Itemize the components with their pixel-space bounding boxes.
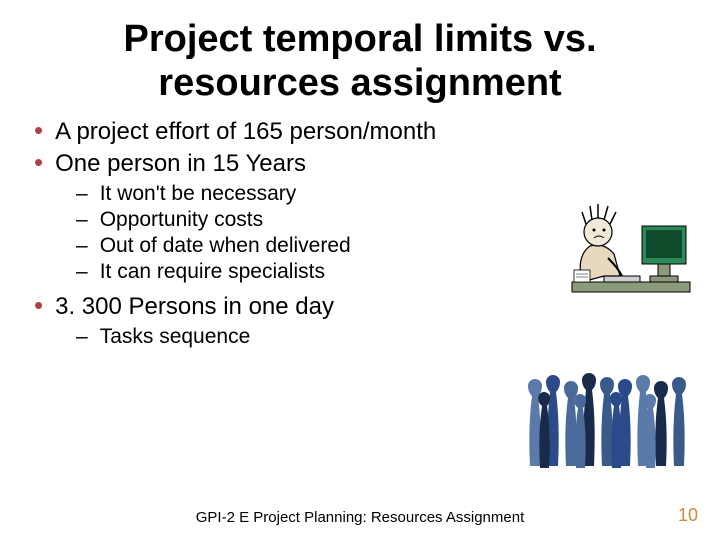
bullet-dot-icon: •	[34, 117, 43, 143]
bullet-3-text: 3. 300 Persons in one day	[55, 293, 334, 321]
dash-icon: –	[76, 260, 88, 284]
bullet-2-text: One person in 15 Years	[55, 150, 306, 178]
sub-text: Tasks sequence	[100, 325, 251, 349]
sub-text: Opportunity costs	[100, 208, 263, 232]
dash-icon: –	[76, 234, 88, 258]
slide-container: Project temporal limits vs. resources as…	[0, 0, 720, 540]
clipart-crowd-icon	[520, 356, 700, 476]
bullet-3-sublist: –Tasks sequence	[76, 325, 692, 349]
sub-item: –Tasks sequence	[76, 325, 692, 349]
bullet-dot-icon: •	[34, 292, 43, 318]
bullet-2: • One person in 15 Years	[34, 149, 692, 178]
dash-icon: –	[76, 182, 88, 206]
slide-footer: GPI-2 E Project Planning: Resources Assi…	[0, 509, 720, 526]
bullet-1: • A project effort of 165 person/month	[34, 117, 692, 146]
bullet-1-text: A project effort of 165 person/month	[55, 118, 436, 146]
bullet-dot-icon: •	[34, 149, 43, 175]
sub-text: Out of date when delivered	[100, 234, 351, 258]
slide-title: Project temporal limits vs. resources as…	[28, 18, 692, 105]
dash-icon: –	[76, 208, 88, 232]
page-number: 10	[678, 505, 698, 526]
sub-text: It can require specialists	[100, 260, 325, 284]
dash-icon: –	[76, 325, 88, 349]
clipart-computer-user-icon	[564, 196, 694, 316]
sub-text: It won't be necessary	[100, 182, 297, 206]
